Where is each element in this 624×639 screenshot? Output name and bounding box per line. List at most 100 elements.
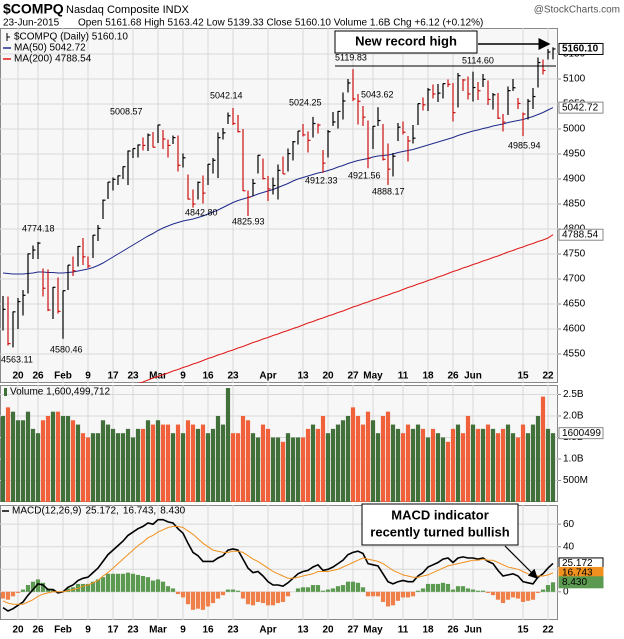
histogram-bar [155,579,161,592]
volume-bar [230,433,236,502]
histogram-bar [30,581,36,592]
x-tick-label: 18 [422,371,434,382]
histogram-bar [455,586,461,592]
x-tick-label: 26 [447,625,459,636]
price-callout: 5043.62 [361,89,394,99]
x-tick-label: 11 [398,625,409,636]
histogram-bar [405,591,411,598]
volume-bar [140,428,146,502]
volume-bar [455,424,461,502]
volume-bar [500,428,506,502]
price-callout: 5042.14 [210,90,243,100]
x-tick-label: 20 [12,371,24,382]
volume-bar [145,420,151,502]
volume-bar [290,437,296,502]
end-label-box [558,228,604,241]
volume-bar [205,433,211,502]
histogram-bar [465,588,471,592]
volume-bar [420,428,426,502]
volume-bar [200,424,206,502]
histogram-bar [375,591,381,597]
volume-bar [340,420,346,502]
histogram-bar [440,582,446,592]
volume-bar [390,424,396,502]
histogram-bar [545,585,551,592]
histogram-bar [190,591,196,610]
volume-bar [400,433,406,502]
volume-bar [475,428,481,502]
y-tick-label: 2.0B [563,411,584,422]
volume-bar [255,437,261,502]
histogram-bar [530,591,536,600]
volume-bar [180,433,186,502]
histogram-bar [345,581,351,592]
y-tick-label: 0 [563,586,569,597]
price-callout: 4825.93 [232,216,265,226]
histogram-bar [460,586,466,592]
volume-bar [385,411,391,502]
histogram-bar [415,590,421,592]
end-label: 4788.54 [562,229,599,240]
volume-bar [355,415,361,502]
volume-bar [370,420,376,502]
histogram-bar [140,576,146,592]
x-tick-label: Mar [149,625,167,636]
x-tick-label: 20 [322,625,334,636]
volume-bar [550,433,556,502]
volume-bar [240,415,246,502]
x-tick-label: Apr [259,371,276,382]
x-tick-label: 23 [127,625,139,636]
histogram-bar [240,591,246,599]
volume-bar [210,428,216,502]
histogram-bar [330,588,336,592]
legend-label: MACD(12,26,9) [12,506,81,517]
x-tick-label: 9 [85,371,91,382]
histogram-bar [510,591,516,598]
annotation-box [334,30,478,54]
histogram-bar [80,583,86,592]
volume-bar [305,428,311,502]
volume-bar [250,433,256,502]
x-tick-label: 16 [202,625,214,636]
histogram-bar [175,591,181,595]
volume-bar [235,433,241,502]
histogram-bar [350,581,356,592]
volume-bar [270,437,276,502]
histogram-bar [210,591,216,604]
volume-bar [5,407,11,502]
legend-label: 8.430 [160,506,185,517]
legend-label: $COMPQ (Daily) 5160.10 [14,32,128,43]
histogram-bar [145,577,151,592]
volume-bar [135,428,141,502]
annotation-box [361,503,519,546]
symbol: $COMPQ [3,1,64,17]
volume-bar [485,424,491,502]
histogram-bar [120,573,126,592]
annotation: recently turned bullish [370,524,509,539]
end-label-box [558,576,604,589]
volume-bar [225,388,231,502]
histogram-bar [180,591,186,598]
x-tick-label: 17 [107,625,119,636]
volume-bar [115,433,121,502]
x-tick-label: 26 [32,625,44,636]
histogram-bar [205,591,211,607]
histogram-bar [35,579,41,592]
volume-bar [460,433,466,502]
x-tick-label: 23 [227,371,239,382]
volume-bar [175,424,181,502]
x-tick-label: 23 [127,371,139,382]
histogram-bar [310,585,316,592]
end-label: 5042.72 [562,102,599,113]
histogram-bar [5,591,11,600]
y-tick-label: 60 [563,519,575,530]
volume-bar [425,437,431,502]
y-tick-label: 4600 [563,324,586,335]
volume-bar [410,428,416,502]
y-tick-label: 4700 [563,274,586,285]
price-callout: 4563.11 [1,354,33,364]
volume-bar [405,424,411,502]
macd-line [2,518,554,612]
price-callout: 4774.18 [22,223,55,233]
